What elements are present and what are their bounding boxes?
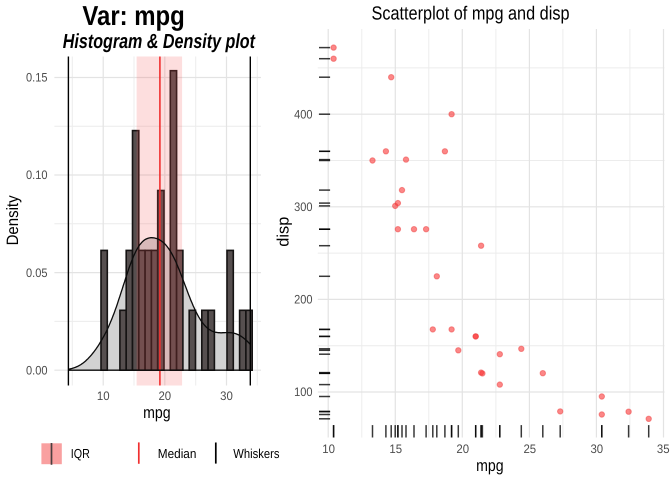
- svg-text:Var: mpg: Var: mpg: [82, 0, 184, 31]
- svg-text:30: 30: [590, 442, 603, 456]
- svg-text:25: 25: [523, 442, 536, 456]
- svg-text:Density: Density: [4, 195, 22, 246]
- svg-text:0.10: 0.10: [26, 168, 48, 182]
- svg-text:20: 20: [456, 442, 469, 456]
- svg-text:35: 35: [657, 442, 670, 456]
- svg-text:Histogram & Density plot: Histogram & Density plot: [63, 31, 256, 53]
- svg-text:Median: Median: [158, 446, 197, 461]
- svg-text:mpg: mpg: [143, 404, 171, 422]
- svg-text:mpg: mpg: [476, 457, 504, 475]
- svg-text:IQR: IQR: [71, 446, 90, 461]
- svg-text:0.05: 0.05: [26, 266, 48, 280]
- svg-text:20: 20: [158, 389, 171, 403]
- svg-text:0.15: 0.15: [26, 71, 48, 85]
- svg-text:15: 15: [389, 442, 402, 456]
- svg-text:300: 300: [294, 200, 313, 214]
- svg-text:30: 30: [220, 389, 233, 403]
- svg-text:disp: disp: [275, 217, 293, 247]
- svg-text:Scatterplot of mpg and disp: Scatterplot of mpg and disp: [372, 4, 570, 25]
- svg-text:0.00: 0.00: [26, 363, 48, 377]
- svg-text:Whiskers: Whiskers: [233, 446, 280, 461]
- svg-text:10: 10: [322, 442, 335, 456]
- svg-text:10: 10: [97, 389, 110, 403]
- svg-text:100: 100: [294, 385, 313, 399]
- svg-text:400: 400: [294, 107, 313, 121]
- svg-text:200: 200: [294, 293, 313, 307]
